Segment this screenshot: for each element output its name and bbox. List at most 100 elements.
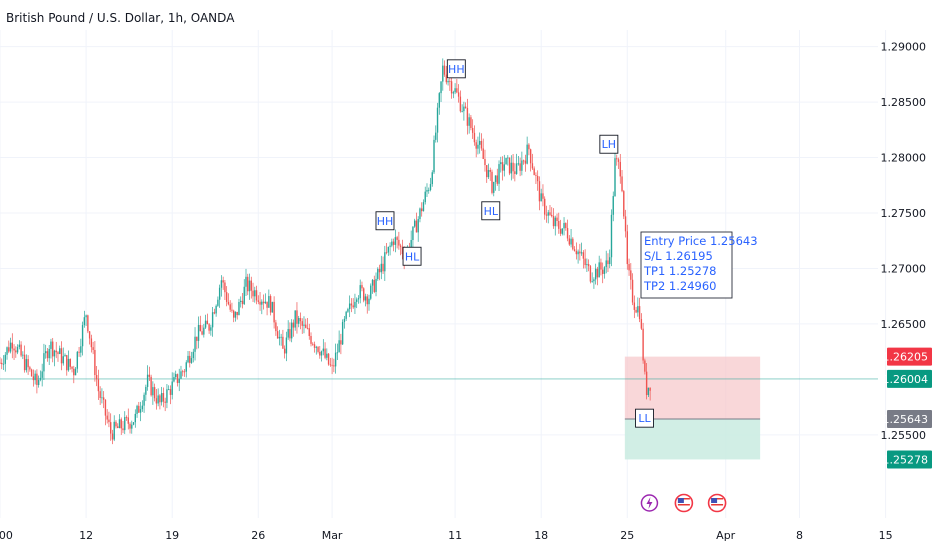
candle-body (189, 355, 191, 363)
candle-body (71, 366, 73, 369)
candle-body (210, 327, 212, 331)
candle-body (436, 107, 439, 133)
candle-body (363, 288, 365, 301)
candle-body (155, 398, 158, 404)
candle-body (644, 360, 646, 372)
candle-body (452, 92, 455, 94)
candle-body (417, 219, 419, 233)
candle-body (340, 340, 342, 345)
flag-stripe (711, 507, 724, 509)
flag-canton (677, 498, 684, 503)
candle-body (535, 175, 537, 176)
candle-body (171, 381, 173, 395)
candle-body (491, 171, 493, 193)
candle-body (454, 88, 456, 93)
candle-body (196, 336, 198, 341)
structure-label-ll: LL (638, 412, 651, 425)
candle-body (357, 298, 360, 300)
candle-body (37, 379, 40, 385)
candle-body (16, 347, 19, 353)
candle-body (522, 160, 525, 162)
candle-body (225, 292, 228, 302)
candle-body (561, 228, 563, 234)
candle-body (303, 324, 305, 326)
candle-body (0, 362, 1, 364)
candle-body (385, 252, 388, 254)
candle-body (334, 352, 337, 367)
candle-body (131, 424, 133, 429)
candle-body (185, 362, 187, 372)
candle-body (482, 148, 484, 159)
structure-label-lh: LH (602, 138, 616, 151)
candle-body (410, 239, 412, 251)
candle-body (440, 81, 442, 94)
candle-body (308, 328, 310, 337)
candle-body (637, 306, 639, 313)
price-tag (887, 347, 932, 366)
candle-body (213, 312, 216, 314)
candle-body (392, 241, 395, 245)
candle-body (649, 387, 651, 391)
trade-note-line: TP2 1.24960 (643, 279, 717, 293)
candle-body (39, 377, 42, 380)
candle-body (50, 341, 52, 349)
candle-body (570, 238, 572, 245)
candle-body (32, 376, 35, 381)
candle-body (99, 391, 101, 398)
candle-body (498, 164, 500, 184)
candle-body (580, 252, 583, 254)
candle-body (74, 368, 77, 376)
candle-body (347, 309, 349, 312)
candle-body (175, 374, 177, 378)
candle-body (489, 170, 491, 172)
candle-body (496, 175, 498, 184)
candle-body (508, 157, 511, 174)
y-tick-label: 1.28500 (881, 96, 927, 109)
candle-body (120, 419, 122, 429)
candle-body (94, 349, 96, 376)
candle-body (384, 252, 386, 272)
candle-body (638, 306, 641, 320)
candle-body (259, 301, 261, 305)
candle-body (419, 208, 421, 220)
candle-body (591, 281, 593, 282)
candle-body (264, 301, 267, 304)
candle-body (479, 140, 481, 145)
candle-body (551, 214, 553, 217)
candle-body (95, 375, 98, 380)
candle-body (610, 214, 613, 258)
candle-body (463, 106, 465, 112)
candle-body (320, 351, 323, 356)
candle-body (538, 181, 541, 202)
candle-body (471, 128, 474, 133)
candle-body (305, 324, 307, 328)
candle-body (143, 394, 145, 406)
candle-body (83, 317, 86, 326)
candle-body (201, 331, 203, 335)
x-tick-label: :00 (0, 529, 13, 542)
candle-body (266, 301, 268, 308)
candle-body (542, 193, 544, 199)
candle-body (623, 191, 625, 217)
candle-body (596, 268, 599, 278)
candle-body (138, 405, 140, 413)
candle-body (356, 299, 358, 302)
candle-body (11, 342, 13, 349)
candle-body (176, 374, 179, 383)
x-tick-label: 11 (448, 529, 462, 542)
candle-body (102, 397, 105, 400)
candle-body (57, 352, 59, 354)
candle-body (464, 106, 467, 109)
candle-body (507, 157, 509, 159)
candle-body (160, 393, 163, 403)
x-tick-label: 15 (879, 529, 893, 542)
lightning-glyph (646, 497, 653, 509)
candle-body (593, 279, 595, 282)
candle-body (187, 355, 189, 363)
candle-body (278, 336, 281, 339)
stop-loss-zone (624, 356, 761, 419)
structure-label-box (446, 59, 466, 79)
candle-body (182, 371, 184, 373)
